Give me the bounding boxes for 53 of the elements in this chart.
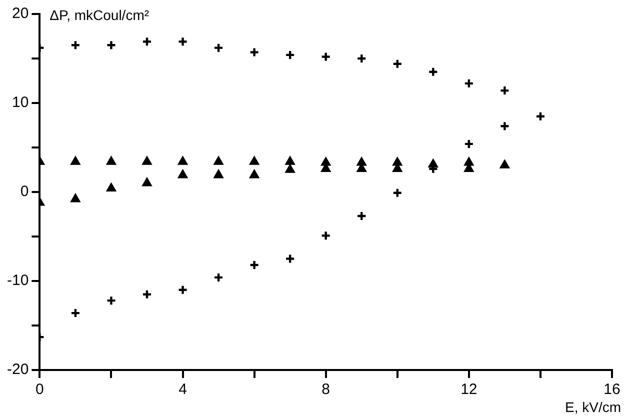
y-axis-title: ΔP, mkCoul/cm² [50, 6, 150, 23]
point [286, 156, 295, 165]
point [178, 170, 188, 178]
point [178, 156, 188, 165]
y-tick-label: 10 [12, 94, 29, 112]
point [284, 50, 296, 60]
point [249, 260, 260, 270]
point [500, 85, 510, 96]
point [464, 138, 474, 150]
x-axis-title: E, kV/cm [564, 398, 621, 415]
point [142, 36, 152, 47]
point [214, 156, 224, 165]
point [214, 170, 224, 178]
point [356, 210, 367, 222]
point [428, 66, 438, 77]
x-tick-label: 4 [178, 381, 187, 398]
y-tick-label: 0 [20, 183, 29, 200]
point [500, 160, 510, 168]
point [392, 58, 402, 69]
point [250, 170, 259, 178]
point [464, 78, 474, 89]
point [356, 53, 367, 64]
point [320, 52, 331, 62]
x-tick-label: 12 [460, 381, 478, 398]
point [213, 272, 224, 283]
point [70, 156, 80, 165]
point [142, 156, 152, 165]
point [392, 188, 402, 198]
y-tick-label: -10 [6, 272, 29, 290]
x-tick-label: 0 [36, 381, 44, 398]
point [249, 47, 260, 58]
point [320, 230, 331, 241]
x-tick-label: 16 [604, 381, 620, 398]
y-tick-label: -20 [6, 361, 29, 378]
x-tick-label: 8 [322, 381, 330, 398]
point [142, 289, 152, 300]
point [178, 284, 188, 295]
point [535, 111, 546, 122]
point [106, 40, 116, 50]
point [142, 178, 152, 186]
point [284, 254, 296, 264]
point [70, 40, 81, 50]
point [286, 164, 295, 173]
point [70, 308, 81, 318]
point [178, 36, 188, 47]
point [500, 121, 510, 132]
point [70, 194, 80, 202]
y-tick-label: 20 [12, 5, 29, 22]
point [250, 156, 259, 165]
point [213, 42, 224, 53]
point [106, 295, 116, 306]
point [106, 183, 116, 192]
point [106, 156, 116, 165]
